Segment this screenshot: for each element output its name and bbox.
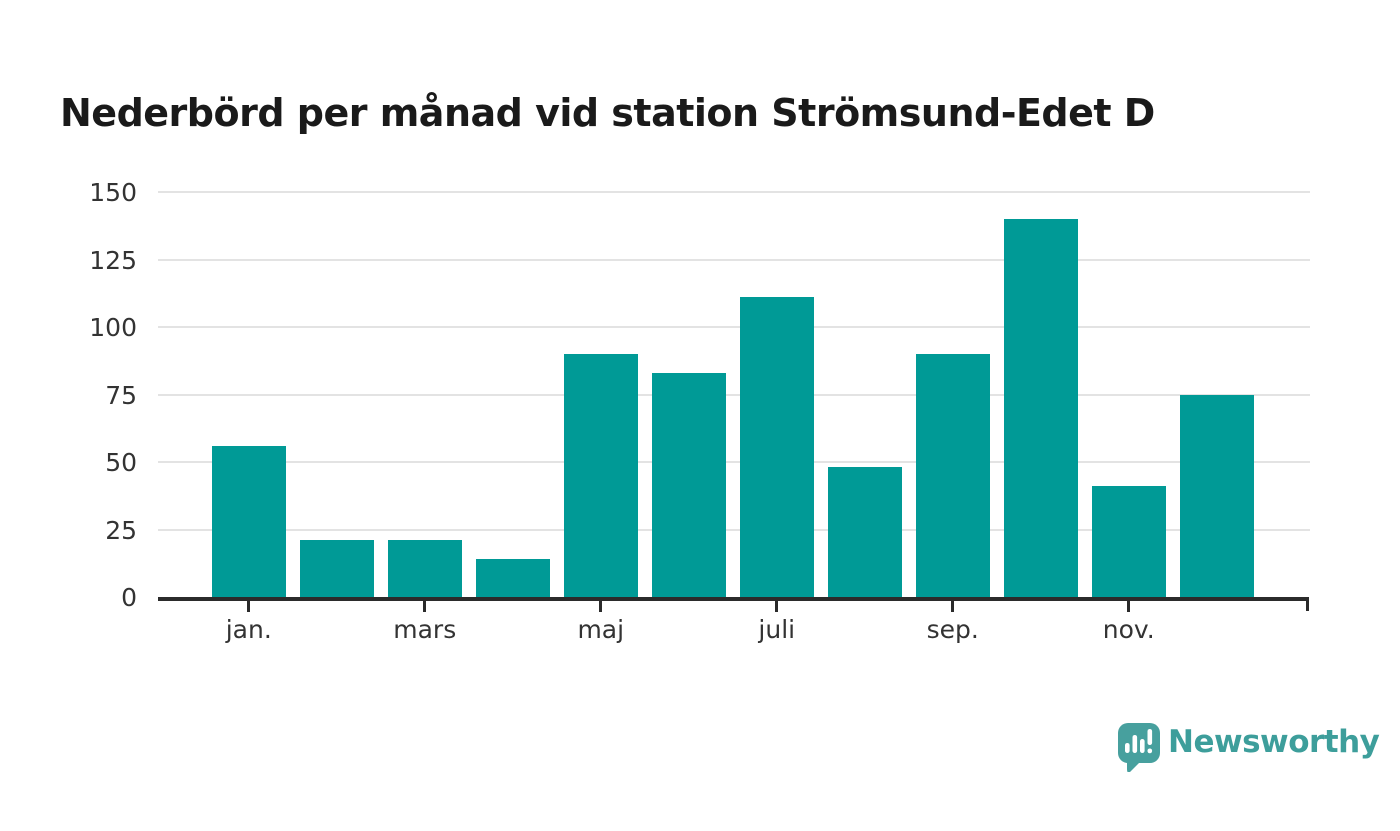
x-tick-label-jan.: jan. <box>225 615 272 644</box>
bar-nov. <box>1092 486 1166 597</box>
y-tick-label-75: 75 <box>105 380 137 410</box>
gridline-50 <box>158 461 1310 463</box>
bar-dec. <box>1180 394 1254 597</box>
x-tick-mark-mars <box>423 599 427 612</box>
y-tick-label-150: 150 <box>89 178 137 207</box>
bar-juni <box>652 372 726 597</box>
gridline-150 <box>158 191 1310 193</box>
x-tick-label-maj: maj <box>577 615 625 644</box>
y-tick-label-100: 100 <box>89 313 137 342</box>
gridline-125 <box>158 258 1310 261</box>
x-tick-mark-nov. <box>1127 599 1131 612</box>
bar-apr. <box>476 559 550 597</box>
x-axis-line <box>158 597 1309 601</box>
y-tick-label-50: 50 <box>105 448 137 477</box>
bar-okt. <box>1004 219 1078 597</box>
x-tick-label-nov.: nov. <box>1102 615 1155 644</box>
bar-maj <box>564 354 638 597</box>
x-tick-mark-maj <box>599 599 603 612</box>
newsworthy-wordmark: Newsworthy <box>1168 724 1380 760</box>
bar-juli <box>740 297 814 597</box>
y-tick-label-125: 125 <box>89 245 137 275</box>
x-tick-label-sep.: sep. <box>926 615 979 644</box>
y-tick-label-25: 25 <box>105 515 137 545</box>
x-tick-mark-juli <box>775 599 779 612</box>
x-tick-label-juli: juli <box>758 615 796 644</box>
gridline-75 <box>158 393 1310 396</box>
newsworthy-logo: Newsworthy <box>1117 722 1380 772</box>
x-axis-end-tick <box>1306 597 1309 611</box>
newsworthy-logo-icon <box>1118 723 1160 772</box>
x-tick-mark-sep. <box>951 599 955 612</box>
gridline-100 <box>158 326 1310 328</box>
x-tick-label-mars: mars <box>393 615 457 644</box>
bar-sep. <box>916 354 990 597</box>
bar-aug. <box>828 467 902 597</box>
y-tick-label-0: 0 <box>121 583 137 612</box>
bar-mars <box>388 540 462 597</box>
x-tick-mark-jan. <box>247 599 251 612</box>
bar-jan. <box>212 445 286 597</box>
bar-feb. <box>300 540 374 597</box>
chart-title: Nederbörd per månad vid station Strömsun… <box>60 91 1155 136</box>
gridline-25 <box>158 528 1310 531</box>
